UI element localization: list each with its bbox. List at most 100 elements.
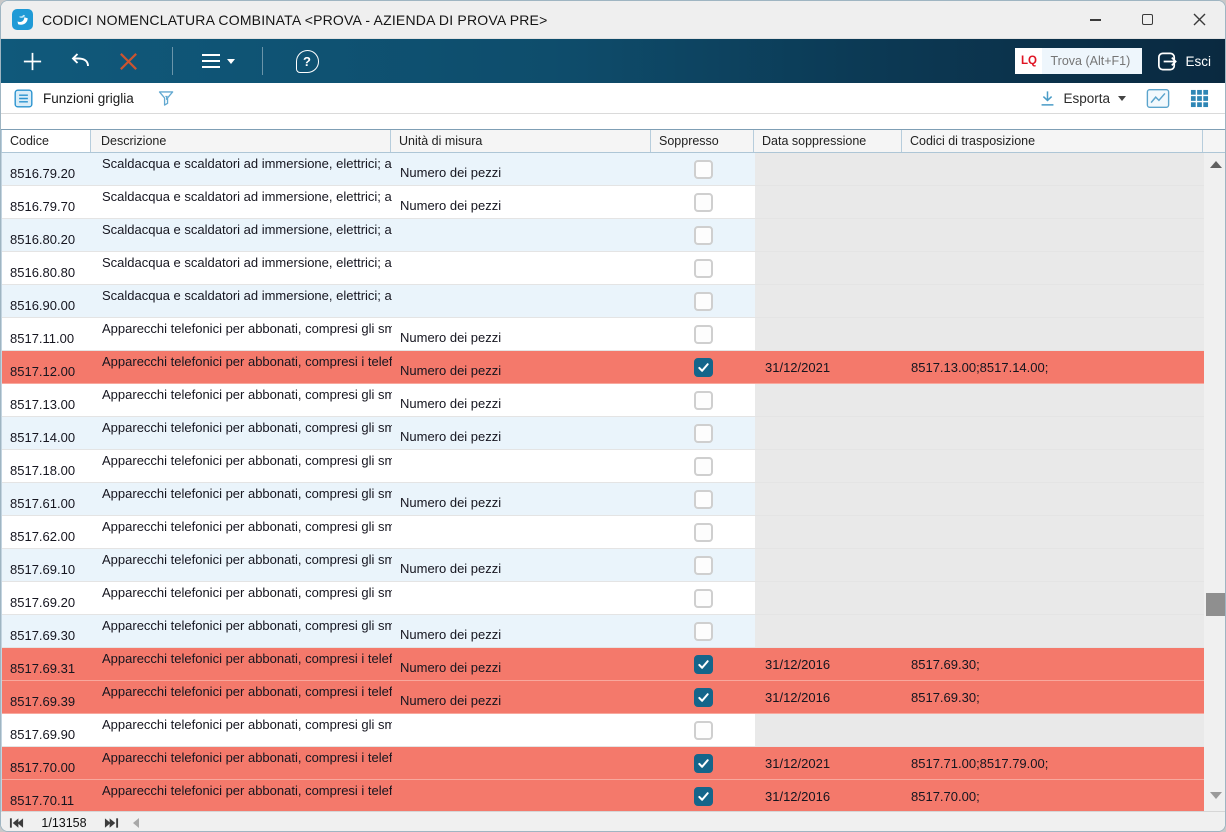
table-row[interactable]: 8516.90.00 Scaldacqua e scaldatori ad im… [2, 285, 1204, 318]
table-row[interactable]: 8517.69.90 Apparecchi telefonici per abb… [2, 714, 1204, 747]
cell-suppressed [652, 648, 755, 680]
cell-suppressed [652, 417, 755, 449]
suppressed-checkbox[interactable] [694, 621, 713, 641]
cell-code: 8517.14.00 [10, 429, 76, 445]
suppressed-checkbox[interactable] [694, 654, 713, 674]
cell-code: 8517.69.30 [10, 627, 76, 643]
minimize-button[interactable] [1069, 1, 1121, 38]
table-row[interactable]: 8517.69.30 Apparecchi telefonici per abb… [2, 615, 1204, 648]
cell-unit: Numero dei pezzi [400, 428, 502, 444]
suppressed-checkbox[interactable] [694, 258, 713, 278]
status-bar: 1/13158 [1, 811, 1225, 831]
suppressed-checkbox[interactable] [694, 225, 713, 245]
table-row[interactable]: 8516.80.80 Scaldacqua e scaldatori ad im… [2, 252, 1204, 285]
suppressed-checkbox[interactable] [694, 489, 713, 509]
grid-functions-button[interactable]: Funzioni griglia [13, 88, 134, 109]
help-button[interactable]: ? [290, 43, 324, 79]
delete-button[interactable] [111, 43, 145, 79]
suppressed-checkbox[interactable] [694, 159, 713, 179]
table-row[interactable]: 8517.62.00 Apparecchi telefonici per abb… [2, 516, 1204, 549]
suppressed-checkbox[interactable] [694, 555, 713, 575]
table-row[interactable]: 8517.13.00 Apparecchi telefonici per abb… [2, 384, 1204, 417]
cell-unit: Numero dei pezzi [400, 362, 502, 378]
table-row[interactable]: 8516.79.20 Scaldacqua e scaldatori ad im… [2, 153, 1204, 186]
table-row[interactable]: 8517.69.20 Apparecchi telefonici per abb… [2, 582, 1204, 615]
add-icon [23, 52, 41, 70]
table-row[interactable]: 8517.61.00 Apparecchi telefonici per abb… [2, 483, 1204, 516]
table-row[interactable]: 8516.79.70 Scaldacqua e scaldatori ad im… [2, 186, 1204, 219]
table-row[interactable]: 8516.80.20 Scaldacqua e scaldatori ad im… [2, 219, 1204, 252]
cell-unit: Numero dei pezzi [400, 164, 502, 180]
suppressed-checkbox[interactable] [694, 324, 713, 344]
skip-to-first-icon [9, 817, 24, 828]
cell-description: Scaldacqua e scaldatori ad immersione, e… [102, 189, 392, 204]
suppressed-checkbox[interactable] [694, 753, 713, 773]
suppressed-checkbox[interactable] [694, 456, 713, 476]
cell-suppressed [652, 681, 755, 713]
menu-button[interactable] [200, 43, 235, 79]
suppressed-checkbox[interactable] [694, 357, 713, 377]
suppressed-checkbox[interactable] [694, 687, 713, 707]
export-download-icon [1042, 90, 1054, 106]
scroll-left-icon[interactable] [133, 817, 139, 828]
cell-unit [392, 582, 652, 614]
cell-unit: Numero dei pezzi [400, 329, 502, 345]
column-header-data-soppressione[interactable]: Data soppressione [754, 130, 902, 152]
layout-grid-button[interactable] [1190, 89, 1209, 108]
table-row[interactable]: 8517.12.00 Apparecchi telefonici per abb… [2, 351, 1204, 384]
column-header-codice[interactable]: Codice [1, 130, 91, 152]
cell-unit [392, 450, 652, 482]
table-row[interactable]: 8517.69.39 Apparecchi telefonici per abb… [2, 681, 1204, 714]
column-header-unita-di-misura[interactable]: Unità di misura [391, 130, 651, 152]
scroll-down-icon[interactable] [1210, 792, 1222, 799]
last-record-button[interactable] [104, 817, 119, 829]
chevron-down-icon [1118, 95, 1126, 101]
column-header-descrizione[interactable]: Descrizione [91, 130, 391, 152]
cell-suppression-date [755, 153, 903, 185]
cell-description: Apparecchi telefonici per abbonati, comp… [102, 717, 392, 732]
cell-code: 8517.69.90 [10, 726, 76, 742]
cell-description: Scaldacqua e scaldatori ad immersione, e… [102, 222, 392, 237]
chart-button[interactable] [1146, 88, 1170, 109]
toolbar-right-group: LQ Esci [1015, 48, 1211, 74]
table-row[interactable]: 8517.18.00 Apparecchi telefonici per abb… [2, 450, 1204, 483]
grid-functions-label: Funzioni griglia [43, 90, 134, 106]
cell-transposition-codes: 8517.70.00; [911, 788, 980, 804]
table-row[interactable]: 8517.69.10 Apparecchi telefonici per abb… [2, 549, 1204, 582]
cell-suppressed [652, 252, 755, 284]
suppressed-checkbox[interactable] [694, 423, 713, 443]
scrollbar-thumb[interactable] [1206, 593, 1225, 616]
find-input[interactable] [1042, 48, 1143, 74]
suppressed-checkbox[interactable] [694, 390, 713, 410]
suppressed-checkbox[interactable] [694, 588, 713, 608]
table-row[interactable]: 8517.70.00 Apparecchi telefonici per abb… [2, 747, 1204, 780]
cell-transposition-codes [903, 450, 1204, 482]
cell-description: Apparecchi telefonici per abbonati, comp… [102, 783, 392, 798]
maximize-button[interactable] [1121, 1, 1173, 38]
table-row[interactable]: 8517.14.00 Apparecchi telefonici per abb… [2, 417, 1204, 450]
suppressed-checkbox[interactable] [694, 720, 713, 740]
scroll-up-icon[interactable] [1210, 161, 1222, 168]
suppressed-checkbox[interactable] [694, 522, 713, 542]
add-button[interactable] [15, 43, 49, 79]
cell-suppression-date [755, 252, 903, 284]
close-button[interactable] [1173, 1, 1225, 38]
filter-button[interactable] [156, 88, 177, 109]
column-header-soppresso[interactable]: Soppresso [651, 130, 754, 152]
export-button[interactable]: Esporta [1038, 89, 1126, 108]
column-header-codici-di-trasposizione[interactable]: Codici di trasposizione [902, 130, 1203, 152]
first-record-button[interactable] [9, 817, 24, 829]
table-row[interactable]: 8517.69.31 Apparecchi telefonici per abb… [2, 648, 1204, 681]
suppressed-checkbox[interactable] [694, 786, 713, 806]
vertical-scrollbar[interactable] [1204, 153, 1225, 811]
cell-suppressed [652, 384, 755, 416]
cell-code: 8517.11.00 [10, 330, 75, 346]
undo-button[interactable] [63, 43, 97, 79]
suppressed-checkbox[interactable] [694, 192, 713, 212]
exit-button[interactable]: Esci [1156, 50, 1211, 73]
suppressed-checkbox[interactable] [694, 291, 713, 311]
table-row[interactable]: 8517.11.00 Apparecchi telefonici per abb… [2, 318, 1204, 351]
cell-suppression-date [755, 483, 903, 515]
table-row[interactable]: 8517.70.11 Apparecchi telefonici per abb… [2, 780, 1204, 811]
cell-suppressed [652, 186, 755, 218]
